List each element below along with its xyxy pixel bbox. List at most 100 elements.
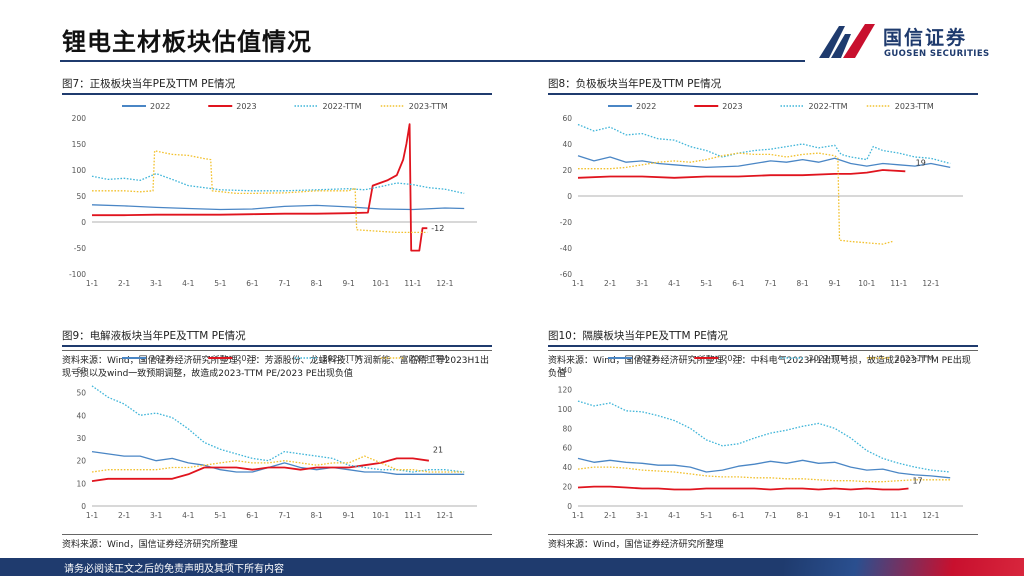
series-line-2022-ttm: [577, 123, 951, 165]
x-tick-label: 11-1: [404, 279, 421, 288]
x-tick-label: 8-1: [796, 279, 808, 288]
x-tick-label: 5-1: [214, 511, 226, 520]
series-line-2023: [91, 457, 430, 482]
y-tick-label: 30: [76, 434, 86, 443]
logo-chinese-name: 国信证券: [883, 27, 968, 49]
x-tick-label: 3-1: [150, 279, 162, 288]
chart-canvas: 0 20 40 60 80 100 120 140 1-1 2-1 3-1 4-1 5-1 6-1 7-1 8…: [548, 350, 978, 530]
chart-title: 图10：隔膜板块当年PE及TTM PE情况: [548, 328, 978, 347]
x-tick-label: 12-1: [922, 511, 939, 520]
logo-english-name: GUOSEN SECURITIES: [884, 49, 990, 59]
y-tick-label: 0: [81, 502, 86, 511]
y-tick-label: -50: [74, 244, 86, 253]
x-tick-label: 4-1: [668, 511, 680, 520]
disclaimer-text: 请务必阅读正文之后的免责声明及其项下所有内容: [64, 564, 284, 575]
legend-label: 2022: [150, 102, 170, 111]
x-tick-label: 7-1: [764, 511, 776, 520]
legend-label: 2022: [150, 354, 170, 363]
legend-label: 2022-TTM: [809, 354, 848, 363]
legend-label: 2023: [236, 354, 256, 363]
footer-accent-band: [784, 558, 1024, 576]
y-tick-label: 10: [76, 479, 86, 488]
x-tick-label: 8-1: [310, 511, 322, 520]
x-tick-label: 10-1: [372, 511, 389, 520]
chart-source-note: 资料来源：Wind，国信证券经济研究所整理；注：中科电气2023H1出现亏损，故…: [548, 350, 978, 380]
x-tick-label: 3-1: [150, 511, 162, 520]
chart-title: 图9：电解液板块当年PE及TTM PE情况: [62, 328, 492, 347]
x-tick-label: 9-1: [343, 511, 355, 520]
x-tick-label: 3-1: [636, 279, 648, 288]
x-tick-label: 9-1: [829, 279, 841, 288]
x-tick-label: 2-1: [118, 511, 130, 520]
series-line-2023-ttm: [92, 150, 428, 234]
legend-label: 2022-TTM: [323, 354, 362, 363]
x-tick-label: 6-1: [246, 279, 258, 288]
chart-source-note: 资料来源：Wind，国信证券经济研究所整理: [548, 534, 978, 552]
page-title: 锂电主材板块估值情况: [62, 28, 312, 56]
line-chart: 0 20 40 60 80 100 120 140 1-1 2-1 3-1 4-1 5-1 6-1 7-1 8…: [558, 354, 963, 520]
x-tick-label: 10-1: [858, 511, 875, 520]
y-tick-label: 60: [76, 366, 86, 375]
x-tick-label: 10-1: [858, 279, 875, 288]
x-tick-label: 8-1: [310, 279, 322, 288]
series-line-2022-ttm: [577, 400, 951, 473]
x-tick-label: 1-1: [86, 279, 98, 288]
y-tick-label: -100: [69, 270, 86, 279]
chart-title: 图8：负极板块当年PE及TTM PE情况: [548, 76, 978, 95]
y-tick-label: 0: [567, 502, 572, 511]
series-line-2022: [577, 155, 951, 169]
title-divider: [60, 60, 805, 62]
x-tick-label: 5-1: [700, 279, 712, 288]
legend-label: 2023-TTM: [409, 354, 448, 363]
data-label: -12: [431, 224, 444, 233]
y-tick-label: 140: [558, 366, 573, 375]
series-line-2022: [577, 457, 951, 479]
y-tick-label: 120: [558, 385, 573, 394]
x-tick-label: 3-1: [636, 511, 648, 520]
x-tick-label: 11-1: [890, 279, 907, 288]
legend-label: 2023: [236, 102, 256, 111]
x-tick-label: 4-1: [668, 279, 680, 288]
line-chart: 0 10 20 30 40 50 60 1-1 2-1 3-1 4-1 5-1 6-1 7-1 8-1 9-1…: [76, 354, 477, 520]
x-tick-label: 6-1: [732, 279, 744, 288]
chart-canvas: -60 -40 -20 0 20 40 60 1-1 2-1 3-1 4-1 5-1 6-1 7-1 8-1…: [548, 98, 978, 346]
y-tick-label: 0: [81, 218, 86, 227]
y-tick-label: 50: [76, 389, 86, 398]
data-label: 19: [916, 158, 926, 167]
page-footer: 请务必阅读正文之后的免责声明及其项下所有内容: [0, 558, 1024, 576]
y-tick-label: 80: [562, 424, 572, 433]
x-tick-label: 7-1: [278, 511, 290, 520]
x-tick-label: 12-1: [436, 511, 453, 520]
logo-mark-icon: [819, 24, 875, 58]
legend-label: 2023-TTM: [895, 354, 934, 363]
data-label: 17: [912, 476, 922, 485]
x-tick-label: 9-1: [343, 279, 355, 288]
legend-label: 2022-TTM: [323, 102, 362, 111]
line-chart: -100 -50 0 50 100 150 200 1-1 2-1 3-1 4-1 5-1 6-1 7-1…: [69, 102, 477, 288]
y-tick-label: 60: [562, 444, 572, 453]
y-tick-label: 100: [558, 405, 573, 414]
y-tick-label: 0: [567, 192, 572, 201]
x-tick-label: 1-1: [572, 279, 584, 288]
x-tick-label: 5-1: [214, 279, 226, 288]
line-chart: -60 -40 -20 0 20 40 60 1-1 2-1 3-1 4-1 5-1 6-1 7-1 8-1…: [560, 102, 963, 288]
legend-label: 2023: [722, 354, 742, 363]
brand-logo: 国信证券 GUOSEN SECURITIES: [815, 20, 989, 64]
data-label: 21: [433, 445, 443, 454]
x-tick-label: 11-1: [404, 511, 421, 520]
series-line-2022-ttm: [91, 172, 465, 195]
y-tick-label: -60: [560, 270, 572, 279]
x-tick-label: 10-1: [372, 279, 389, 288]
x-tick-label: 11-1: [890, 511, 907, 520]
legend-label: 2022-TTM: [809, 102, 848, 111]
series-line-2022: [91, 450, 465, 475]
chart-source-note: 资料来源：Wind，国信证券经济研究所整理；注：芳源股份、龙蟠科技、万润新能、富…: [62, 350, 492, 380]
x-tick-label: 12-1: [922, 279, 939, 288]
legend-label: 2023-TTM: [409, 102, 448, 111]
y-tick-label: 40: [562, 463, 572, 472]
y-tick-label: 20: [562, 483, 572, 492]
series-line-2023-ttm: [577, 466, 951, 483]
x-tick-label: 2-1: [604, 279, 616, 288]
x-tick-label: 12-1: [436, 279, 453, 288]
chart-canvas: 0 10 20 30 40 50 60 1-1 2-1 3-1 4-1 5-1 6-1 7-1 8-1 9-1…: [62, 350, 492, 530]
